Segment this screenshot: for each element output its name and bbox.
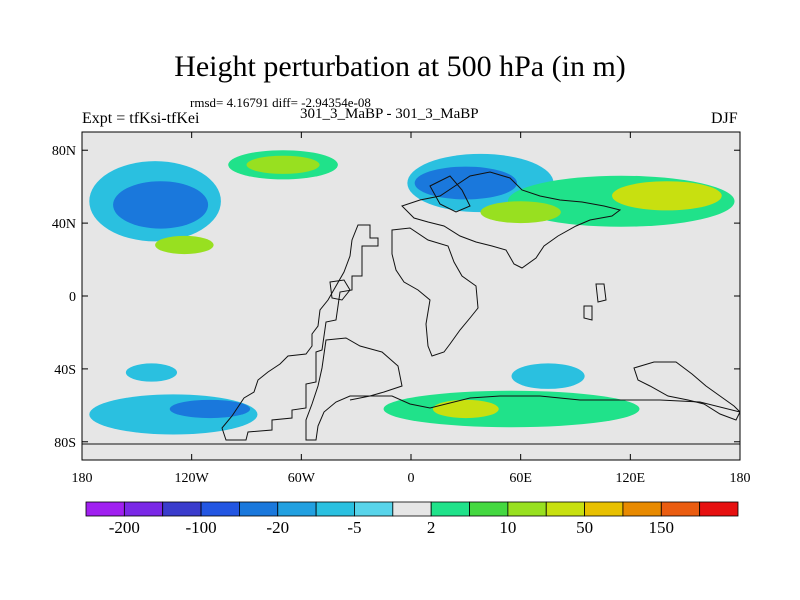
- colorbar-label: -200: [109, 518, 140, 537]
- y-tick-label: 80S: [54, 436, 76, 451]
- colorbar: -200 -100 -20 -5 2 10 50 150: [85, 501, 739, 537]
- colorbar-swatch: [545, 501, 585, 517]
- colorbar-label: -20: [266, 518, 289, 537]
- colorbar-swatch: [584, 501, 624, 517]
- colorbar-label: 10: [499, 518, 516, 537]
- x-tick-label: 60W: [288, 471, 316, 486]
- chart-title: Height perturbation at 500 hPa (in m): [174, 50, 626, 83]
- stats-text: rmsd= 4.16791 diff= -2.94354e-08: [190, 95, 371, 110]
- y-tick-label: 80N: [52, 144, 76, 159]
- x-tick-label: 180: [72, 471, 93, 486]
- coastline-north-atlantic: [429, 175, 471, 213]
- colorbar-swatch: [660, 501, 701, 517]
- contour-positive-9: [155, 235, 214, 255]
- x-axis: 180 120W 60W 0 60E 120E 180: [72, 132, 751, 486]
- colorbar-label: 50: [576, 518, 593, 537]
- coastline-greenland: [329, 279, 351, 301]
- plot-area: [82, 132, 740, 460]
- coastline-africa: [391, 227, 479, 357]
- contour-positive-5: [246, 155, 320, 174]
- colorbar-swatch: [162, 501, 202, 517]
- season-label: DJF: [711, 110, 738, 127]
- colorbar-swatch: [469, 501, 509, 517]
- contour-negative-15: [125, 363, 178, 382]
- contour-positive-8: [480, 201, 561, 224]
- colorbar-swatch: [123, 501, 164, 517]
- x-tick-label: 60E: [509, 471, 532, 486]
- coastline-indonesia: [583, 283, 607, 321]
- x-tick-label: 0: [408, 471, 415, 486]
- colorbar-swatch: [200, 501, 240, 517]
- colorbar-swatch: [622, 501, 662, 517]
- colorbar-label: -5: [347, 518, 361, 537]
- y-tick-label: 0: [69, 290, 76, 305]
- coastline-overlay: [82, 171, 740, 460]
- x-tick-label: 120E: [616, 471, 646, 486]
- colorbar-swatch: [507, 501, 547, 517]
- y-axis: 80N 40N 0 40S 80S: [52, 144, 740, 451]
- colorbar-label: 150: [649, 518, 675, 537]
- y-tick-label: 40N: [52, 217, 76, 232]
- y-tick-label: 40S: [54, 363, 76, 378]
- x-tick-label: 120W: [175, 471, 210, 486]
- colorbar-label: -100: [185, 518, 216, 537]
- colorbar-swatch: [430, 501, 470, 517]
- colorbar-swatch: [277, 501, 317, 517]
- case-subtitle: 301_3_MaBP - 301_3_MaBP: [300, 106, 479, 122]
- colorbar-swatch: [392, 501, 432, 517]
- coastline-antarctica: [82, 395, 740, 460]
- coastline-eurasia: [401, 171, 622, 269]
- contour-positive-7: [612, 181, 722, 211]
- coastline-americas: [221, 224, 379, 441]
- colorbar-swatch: [354, 501, 394, 517]
- contour-negative-3: [414, 166, 518, 200]
- contour-negative-1: [113, 181, 209, 229]
- colorbar-swatch: [315, 501, 355, 517]
- contour-fields: [89, 150, 735, 435]
- colorbar-swatch: [85, 501, 125, 517]
- contour-negative-11: [169, 399, 251, 419]
- colorbar-swatch: [239, 501, 279, 517]
- coastline-south-america: [305, 337, 403, 441]
- contour-positive-13: [432, 399, 499, 419]
- x-tick-label: 180: [730, 471, 751, 486]
- contour-negative-14: [511, 363, 585, 389]
- colorbar-swatch: [699, 501, 739, 517]
- expt-label: Expt = tfKsi-tfKei: [82, 110, 200, 127]
- coastline-australia: [633, 361, 740, 421]
- colorbar-label: 2: [427, 518, 436, 537]
